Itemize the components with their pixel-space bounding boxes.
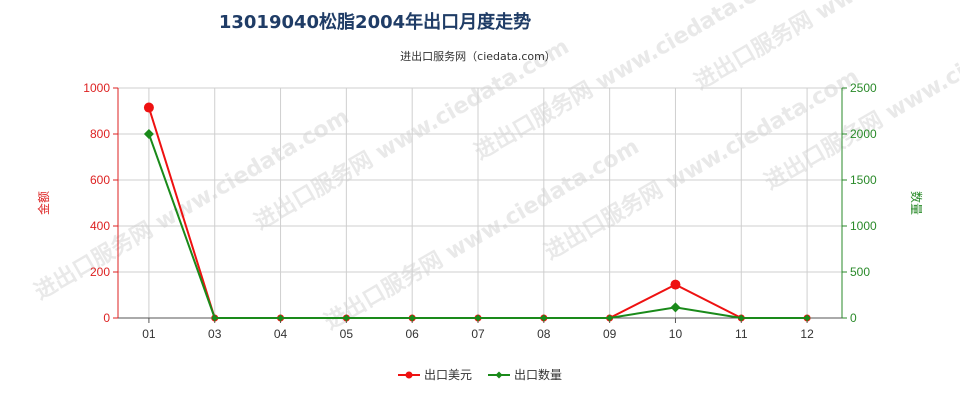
x-tick-label: 04: [274, 327, 288, 341]
x-tick-label: 11: [735, 327, 748, 341]
x-tick-label: 05: [340, 327, 354, 341]
legend-marker-1: [405, 371, 413, 379]
x-tick-label: 09: [603, 327, 617, 341]
right-tick-label: 2000: [850, 127, 877, 141]
legend-marker-2: [495, 371, 503, 379]
series-2-point: [211, 314, 219, 322]
gridlines: [118, 87, 842, 318]
series-2-point: [408, 314, 416, 322]
series-2-point: [737, 314, 745, 322]
right-axis-label: 数量: [909, 191, 924, 215]
series-2-point: [277, 314, 285, 322]
legend-label-2: 出口数量: [514, 367, 562, 382]
left-tick-label: 1000: [83, 81, 110, 95]
left-tick-label: 0: [103, 311, 110, 325]
x-tick-label: 06: [406, 327, 420, 341]
right-tick-label: 0: [850, 311, 857, 325]
left-axis-label: 金额: [36, 191, 51, 215]
x-tick-label: 07: [471, 327, 485, 341]
left-tick-label: 800: [90, 127, 110, 141]
series-2-point: [143, 129, 154, 139]
x-tick-label: 03: [208, 327, 222, 341]
x-tick-label: 08: [537, 327, 551, 341]
series-1-point: [143, 102, 154, 113]
left-tick-label: 200: [90, 265, 110, 279]
series-2-point: [670, 302, 681, 313]
right-tick-label: 500: [850, 265, 870, 279]
series-1-point: [670, 279, 681, 290]
right-tick-label: 1000: [850, 219, 877, 233]
left-tick-label: 400: [90, 219, 110, 233]
series-2-point: [606, 314, 614, 322]
right-tick-label: 2500: [850, 81, 877, 95]
axes: [117, 88, 843, 319]
chart-subtitle: 进出口服务网（ciedata.com）: [400, 49, 556, 63]
right-tick-label: 1500: [850, 173, 877, 187]
chart-title: 13019040松脂2004年出口月度走势: [219, 11, 531, 33]
x-tick-label: 12: [800, 327, 814, 341]
x-tick-label: 01: [142, 327, 156, 341]
series-2-point: [540, 314, 548, 322]
legend: 出口美元 出口数量: [398, 367, 562, 382]
left-axis-ticks: 0 200 400 600 800 1000: [83, 81, 118, 325]
legend-label-1: 出口美元: [424, 368, 472, 382]
series-layer: [143, 102, 811, 322]
series-2-point: [342, 314, 350, 322]
x-tick-label: 10: [669, 327, 683, 341]
right-axis-ticks: 0 500 1000 1500 2000 2500: [842, 81, 877, 325]
series-2-point: [803, 314, 811, 322]
series-2-point: [474, 314, 482, 322]
left-tick-label: 600: [90, 173, 110, 187]
